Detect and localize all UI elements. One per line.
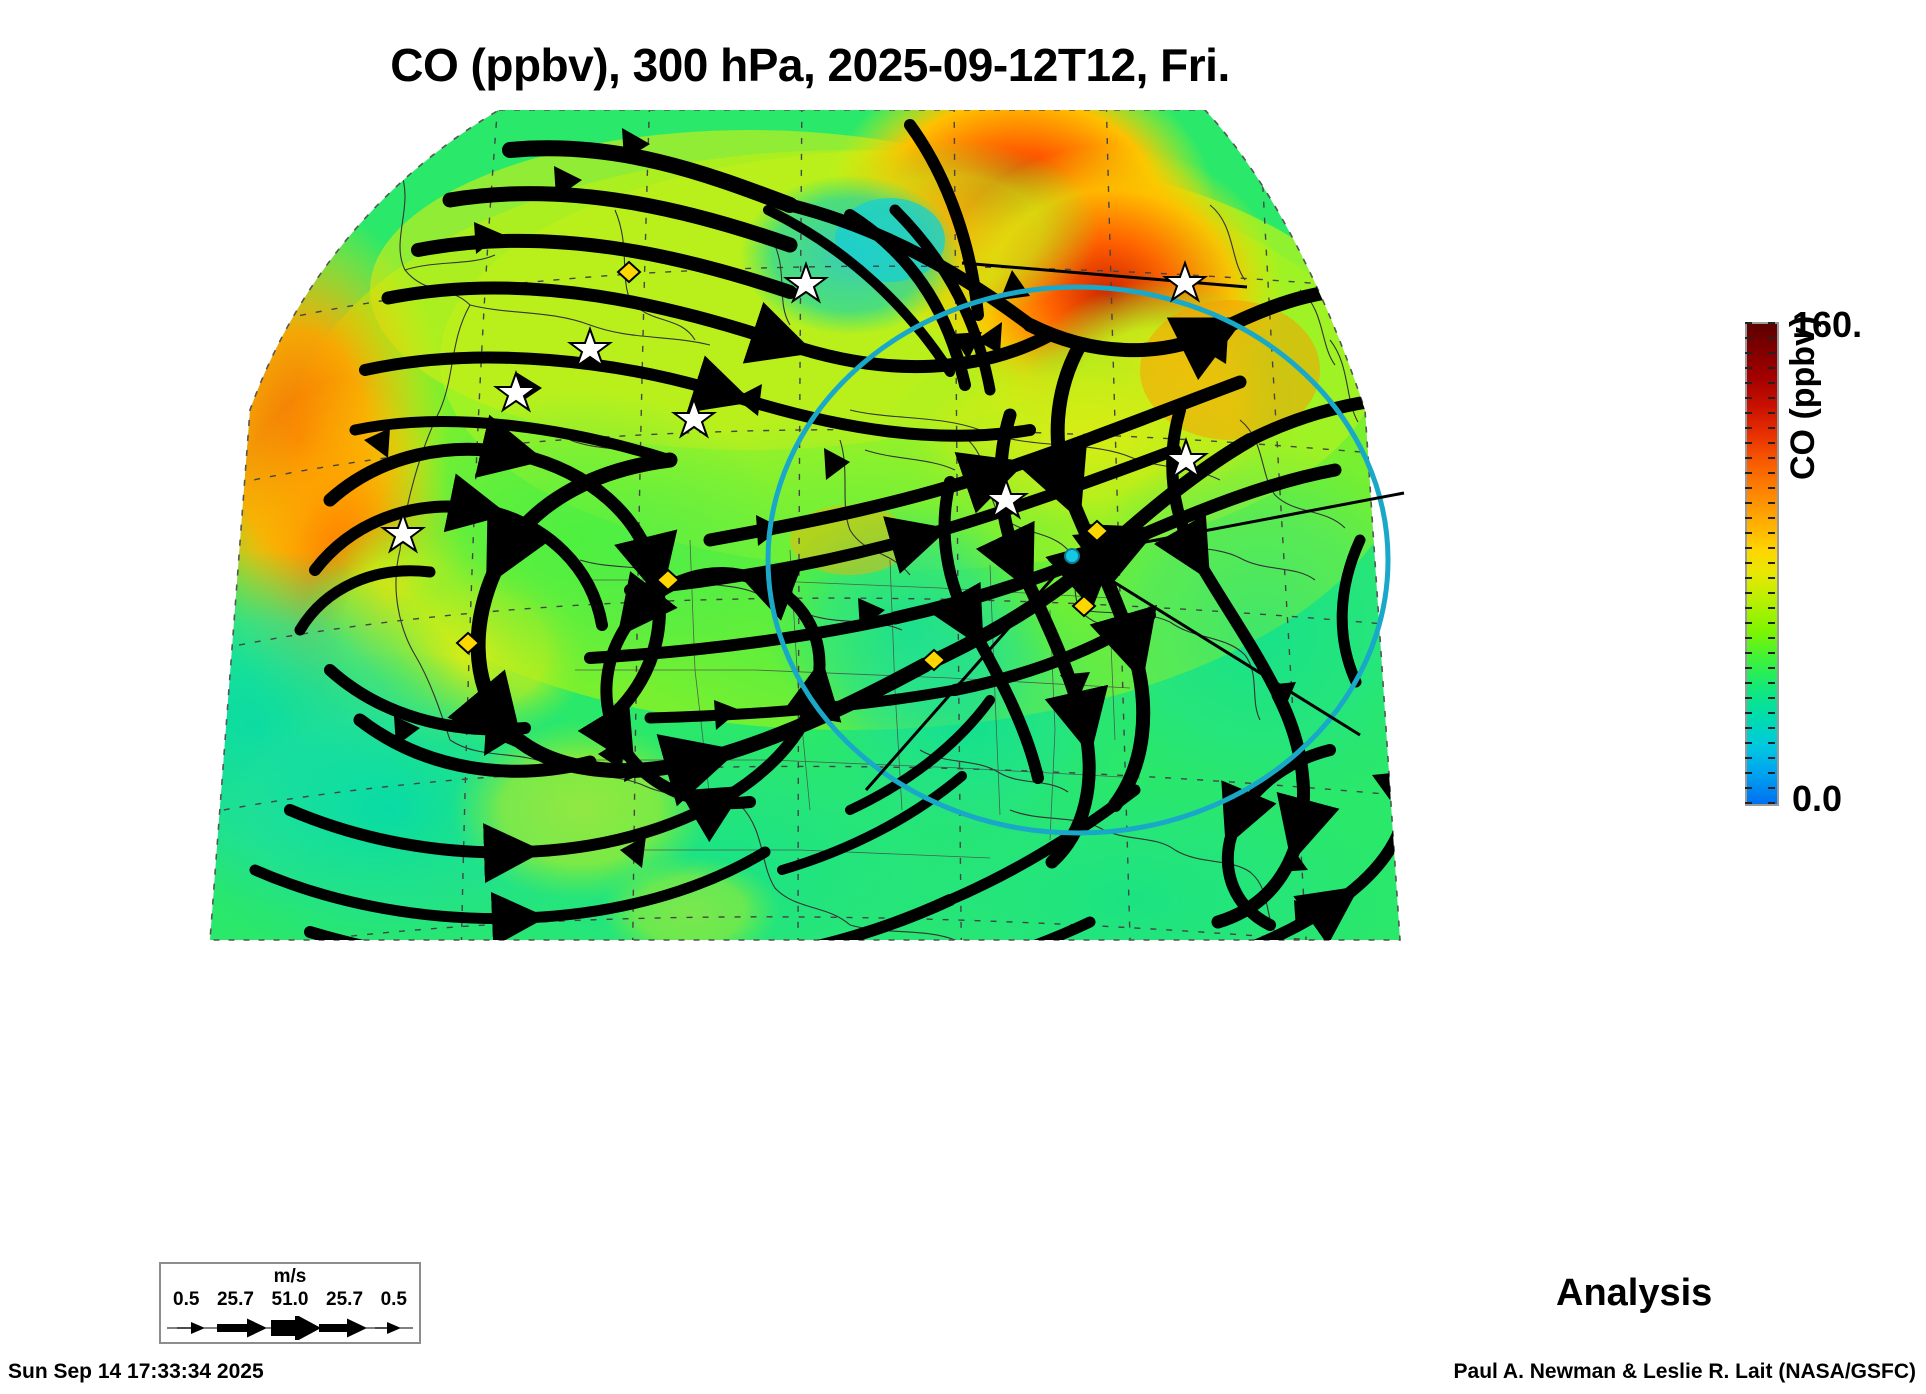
map-plot-area[interactable] [150,110,1450,1010]
render-timestamp: Sun Sep 14 17:33:34 2025 [8,1360,264,1383]
colorbar-max-label: 160. [1792,304,1863,345]
wind-value-3: 25.7 [326,1289,364,1310]
wind-value-4: 0.5 [380,1289,407,1310]
colorbar-ticks [1745,322,1775,804]
co-heatmap-svg [209,110,1405,941]
wind-legend-units: m/s [273,1266,307,1287]
colorbar-min-label: 0.0 [1792,778,1843,819]
wind-value-0: 0.5 [173,1289,200,1310]
author-credit: Paul A. Newman & Leslie R. Lait (NASA/GS… [1453,1360,1916,1383]
colorbar-gradient [1745,322,1779,806]
analysis-label: Analysis [1556,1272,1713,1314]
wind-legend-values: 0.5 25.7 51.0 25.7 0.5 [161,1289,419,1311]
flight-range-circle [765,284,1391,836]
wind-streamlines [249,119,1400,940]
wind-value-2: 51.0 [271,1289,309,1310]
station-markers [380,260,1209,672]
base-site-marker [1064,548,1080,564]
colorbar: 160. 0.0 CO (ppbv) [1700,300,1926,840]
page-title: CO (ppbv), 300 hPa, 2025-09-12T12, Fri. [390,39,1230,91]
wind-value-1: 25.7 [216,1289,254,1310]
wind-speed-legend: m/s 0.5 25.7 51.0 25.7 0.5 [159,1262,421,1344]
flight-track-lines [864,261,1405,791]
colorbar-axis-label: CO (ppbv) [1784,315,1822,480]
yellow-diamond-marker [455,260,1110,672]
white-star-marker [380,260,1209,554]
wind-legend-arrow-scale [167,1316,413,1340]
